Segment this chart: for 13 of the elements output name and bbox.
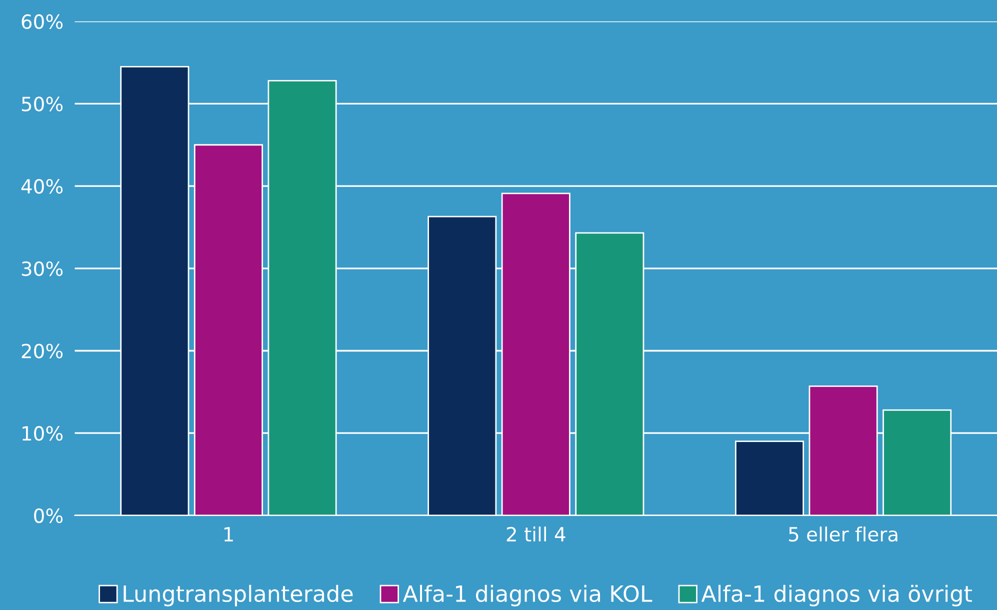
- x-tick-label: 1: [224, 527, 233, 542]
- y-tick-label: 0%: [34, 508, 63, 524]
- y-tick-label: 40%: [21, 179, 63, 194]
- x-tick-label: 5 eller flera: [789, 526, 898, 542]
- legend-label: Lungtransplanterade: [124, 584, 353, 606]
- legend-label: Alfa-1 diagnos via övrigt: [701, 584, 972, 606]
- y-tick-label: 20%: [22, 344, 63, 358]
- y-tick-label: 60%: [22, 14, 63, 30]
- y-tick-label: 10%: [22, 426, 63, 441]
- legend-label: Alfa-1 diagnos via KOL: [402, 584, 652, 606]
- y-tick-label: 30%: [22, 261, 63, 276]
- x-tick-label: 2 till 4: [506, 526, 566, 542]
- y-tick-label: 50%: [22, 96, 63, 112]
